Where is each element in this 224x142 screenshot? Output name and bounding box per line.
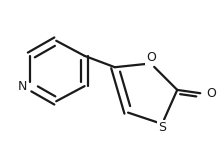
Text: S: S — [158, 121, 166, 134]
Text: O: O — [146, 51, 156, 64]
Text: N: N — [17, 80, 27, 93]
Text: O: O — [206, 87, 216, 100]
